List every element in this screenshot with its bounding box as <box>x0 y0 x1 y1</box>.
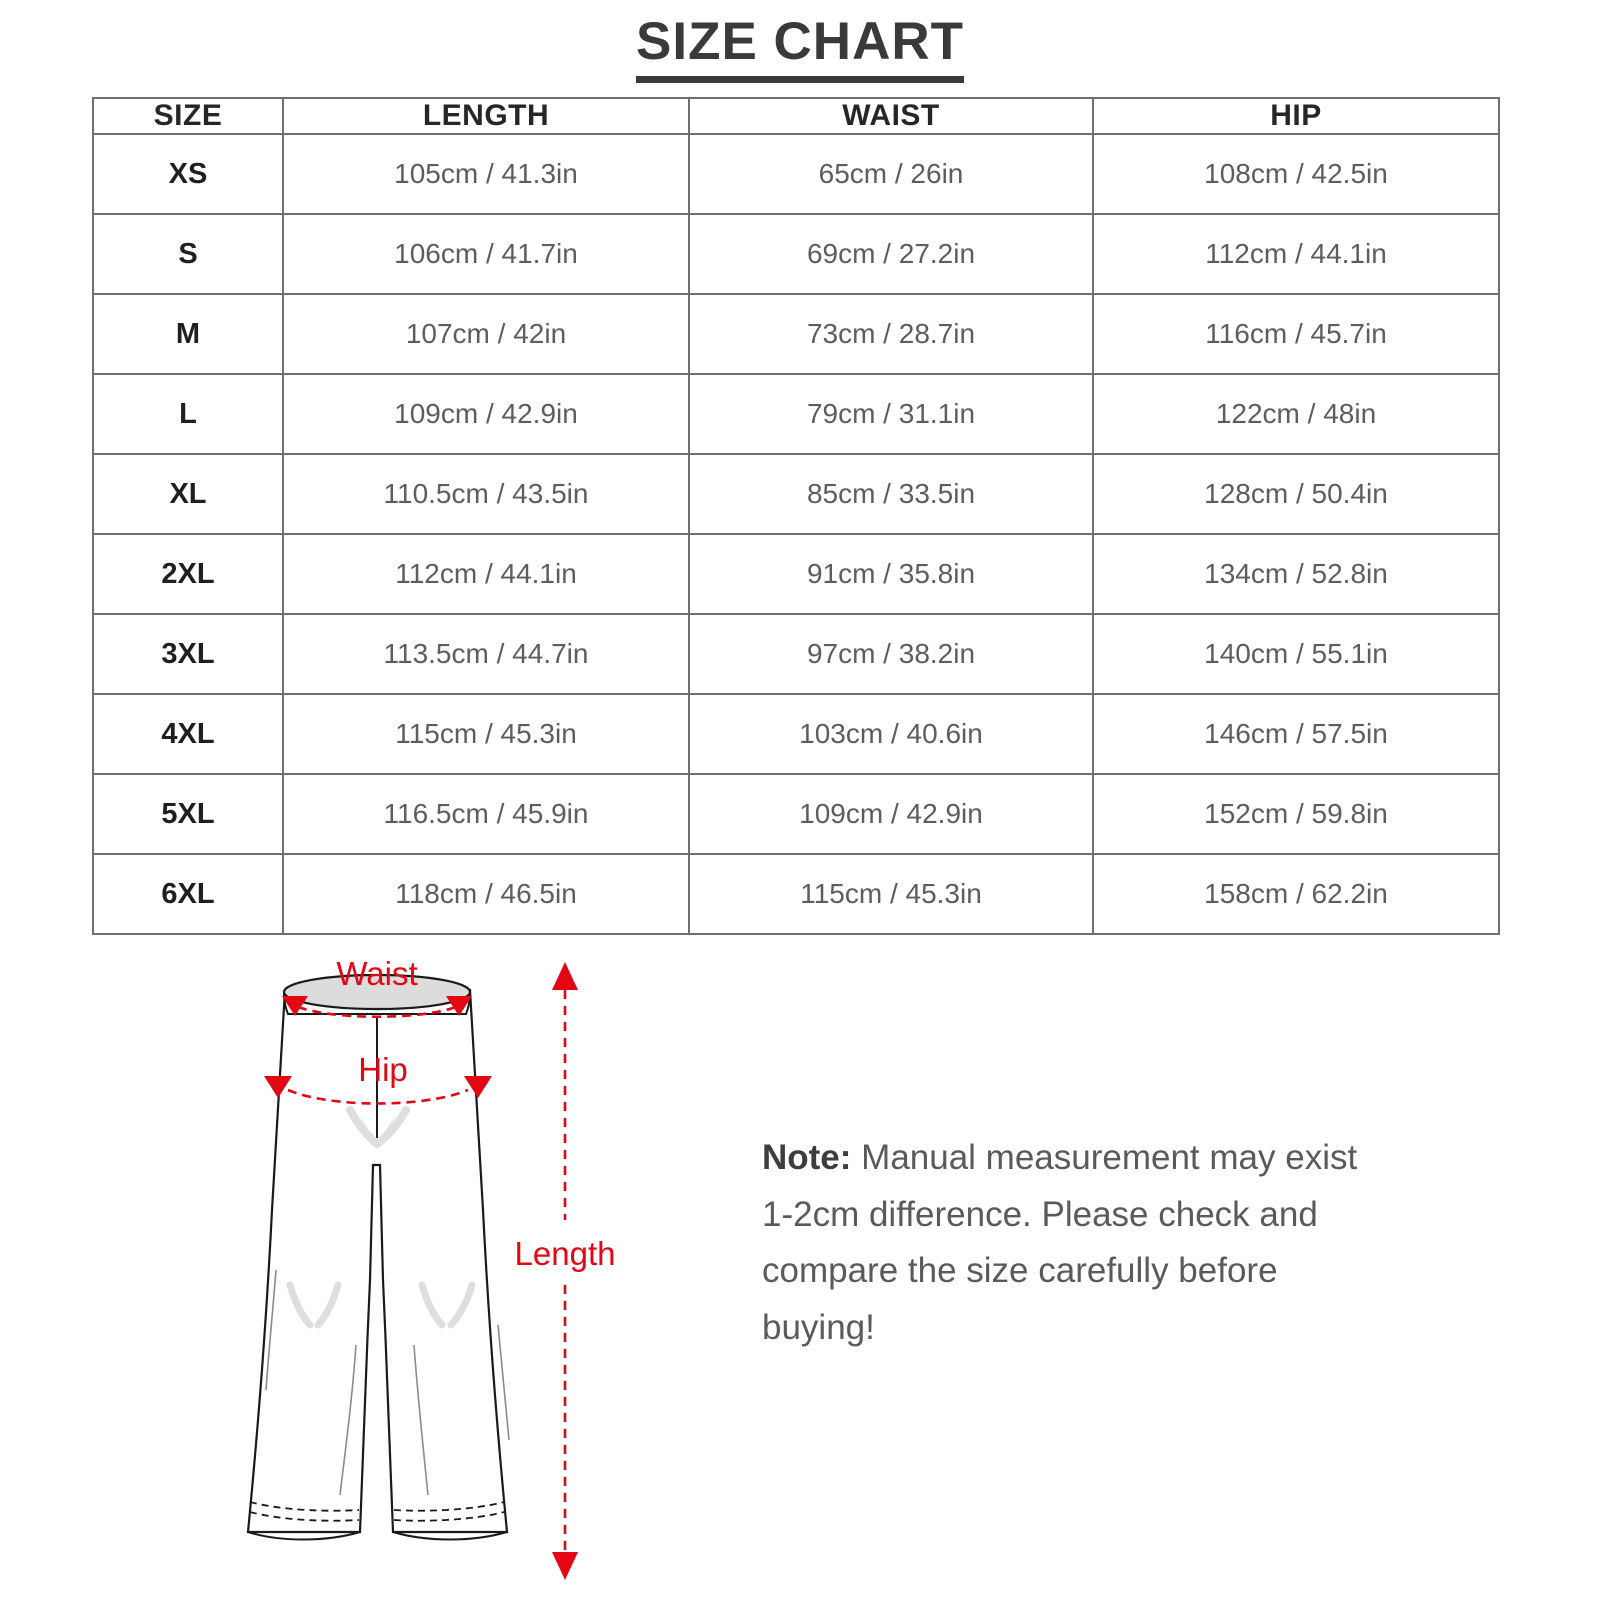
cell-length: 106cm / 41.7in <box>282 213 690 295</box>
pants-outline-icon <box>246 988 509 1534</box>
waist-measure-line-icon <box>297 1005 457 1018</box>
table-head: SIZE LENGTH WAIST HIP <box>92 97 1500 135</box>
cell-waist: 103cm / 40.6in <box>688 693 1094 775</box>
cell-hip: 128cm / 50.4in <box>1092 453 1500 535</box>
cell-size: 2XL <box>92 533 284 615</box>
column-header-length: LENGTH <box>282 97 690 135</box>
cell-hip: 146cm / 57.5in <box>1092 693 1500 775</box>
table-row: 2XL 112cm / 44.1in 91cm / 35.8in 134cm /… <box>92 533 1500 615</box>
table-header-row: SIZE LENGTH WAIST HIP <box>92 97 1500 135</box>
cell-size: L <box>92 373 284 455</box>
note-prefix: Note: <box>762 1138 852 1177</box>
table-row: 4XL 115cm / 45.3in 103cm / 40.6in 146cm … <box>92 693 1500 775</box>
cell-hip: 140cm / 55.1in <box>1092 613 1500 695</box>
size-chart-table-zone: SIZE LENGTH WAIST HIP XS 105cm / 41.3in … <box>92 97 1500 935</box>
size-chart-table: SIZE LENGTH WAIST HIP XS 105cm / 41.3in … <box>92 97 1500 935</box>
length-arrow-bottom-icon <box>552 1552 578 1580</box>
cell-size: XL <box>92 453 284 535</box>
cell-length: 112cm / 44.1in <box>282 533 690 615</box>
waistband-icon <box>282 973 472 1011</box>
cell-length: 115cm / 45.3in <box>282 693 690 775</box>
waistband-lower-edge-icon <box>283 992 471 1015</box>
cell-hip: 108cm / 42.5in <box>1092 133 1500 215</box>
measurement-note: Note: Manual measurement may exist 1-2cm… <box>762 1130 1382 1357</box>
table-body: XS 105cm / 41.3in 65cm / 26in 108cm / 42… <box>92 133 1500 935</box>
hip-measure-line-icon <box>287 1088 469 1105</box>
cell-length: 113.5cm / 44.7in <box>282 613 690 695</box>
waist-arrow-right-icon <box>446 996 472 1016</box>
fabric-fold-icon <box>265 1269 510 1496</box>
table-row: XS 105cm / 41.3in 65cm / 26in 108cm / 42… <box>92 133 1500 215</box>
cell-size: S <box>92 213 284 295</box>
hem-stitch-icon <box>249 1501 505 1522</box>
knee-shading-icon <box>286 1281 476 1329</box>
cell-waist: 65cm / 26in <box>688 133 1094 215</box>
cell-size: 6XL <box>92 853 284 935</box>
table-row: 5XL 116.5cm / 45.9in 109cm / 42.9in 152c… <box>92 773 1500 855</box>
cell-length: 107cm / 42in <box>282 293 690 375</box>
cell-size: 4XL <box>92 693 284 775</box>
cell-length: 118cm / 46.5in <box>282 853 690 935</box>
column-header-hip: HIP <box>1092 97 1500 135</box>
cell-length: 109cm / 42.9in <box>282 373 690 455</box>
note-body: Manual measurement may exist 1-2cm diffe… <box>762 1138 1358 1348</box>
cell-size: M <box>92 293 284 375</box>
column-header-waist: WAIST <box>688 97 1094 135</box>
cell-hip: 158cm / 62.2in <box>1092 853 1500 935</box>
table-row: 6XL 118cm / 46.5in 115cm / 45.3in 158cm … <box>92 853 1500 935</box>
cell-waist: 115cm / 45.3in <box>688 853 1094 935</box>
cell-waist: 73cm / 28.7in <box>688 293 1094 375</box>
title-underline-rule <box>636 75 964 83</box>
table-row: L 109cm / 42.9in 79cm / 31.1in 122cm / 4… <box>92 373 1500 455</box>
table-row: XL 110.5cm / 43.5in 85cm / 33.5in 128cm … <box>92 453 1500 535</box>
hip-arrow-left-icon <box>264 1076 292 1098</box>
cell-hip: 112cm / 44.1in <box>1092 213 1500 295</box>
cell-waist: 97cm / 38.2in <box>688 613 1094 695</box>
column-header-size: SIZE <box>92 97 284 135</box>
cell-length: 116.5cm / 45.9in <box>282 773 690 855</box>
table-row: 3XL 113.5cm / 44.7in 97cm / 38.2in 140cm… <box>92 613 1500 695</box>
waist-label: Waist <box>336 955 417 992</box>
waist-arrow-left-icon <box>282 996 308 1016</box>
pants-measurement-diagram: Waist Hip Length <box>210 950 630 1590</box>
cell-waist: 109cm / 42.9in <box>688 773 1094 855</box>
hip-label: Hip <box>358 1051 408 1088</box>
cell-size: 3XL <box>92 613 284 695</box>
cell-waist: 85cm / 33.5in <box>688 453 1094 535</box>
cell-hip: 122cm / 48in <box>1092 373 1500 455</box>
cell-hip: 152cm / 59.8in <box>1092 773 1500 855</box>
cell-waist: 91cm / 35.8in <box>688 533 1094 615</box>
length-label: Length <box>515 1235 616 1272</box>
cell-size: 5XL <box>92 773 284 855</box>
cell-length: 105cm / 41.3in <box>282 133 690 215</box>
cell-hip: 116cm / 45.7in <box>1092 293 1500 375</box>
page-title-text: SIZE CHART <box>636 12 964 71</box>
cell-waist: 79cm / 31.1in <box>688 373 1094 455</box>
length-arrow-top-icon <box>552 962 578 990</box>
page-title: SIZE CHART <box>636 14 964 83</box>
cell-hip: 134cm / 52.8in <box>1092 533 1500 615</box>
cell-size: XS <box>92 133 284 215</box>
table-row: M 107cm / 42in 73cm / 28.7in 116cm / 45.… <box>92 293 1500 375</box>
cell-waist: 69cm / 27.2in <box>688 213 1094 295</box>
cell-length: 110.5cm / 43.5in <box>282 453 690 535</box>
table-row: S 106cm / 41.7in 69cm / 27.2in 112cm / 4… <box>92 213 1500 295</box>
page-title-wrapper: SIZE CHART <box>0 14 1600 83</box>
hip-arrow-right-icon <box>464 1076 492 1098</box>
